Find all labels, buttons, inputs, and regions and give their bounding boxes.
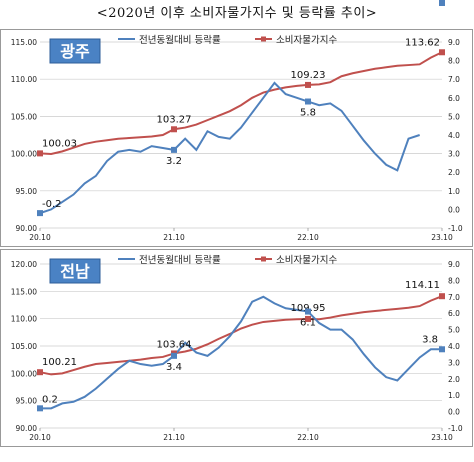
left-tick-label: 95.00 xyxy=(16,187,38,196)
cpi-marker xyxy=(305,81,311,88)
x-tick-label: 23.10 xyxy=(431,433,453,442)
chart-panel-jeonnam: 90.00 95.00 100.00 105.00 110.00 115.00 120.00… xyxy=(0,249,473,447)
left-tick-label: 115.00 xyxy=(11,287,37,296)
cpi-data-label: 109.95 xyxy=(291,303,326,314)
region-badge-label: 전남 xyxy=(60,262,90,281)
right-tick-label: 9.0 xyxy=(448,38,460,47)
right-tick-label: 6.0 xyxy=(448,309,460,318)
x-tick-label: 21.10 xyxy=(163,433,185,442)
rate-marker xyxy=(171,352,177,359)
chart-panel-gwangju: 90.00 95.00 100.00 105.00 110.00 115.00 -1.0 0.… xyxy=(0,0,473,247)
right-tick-label: -1.0 xyxy=(448,224,463,233)
right-tick-label: 4.0 xyxy=(448,131,460,140)
rate-data-label: 3.2 xyxy=(166,156,182,167)
legend-cpi-label: 소비자물가지수 xyxy=(276,255,337,266)
cpi-data-label: 103.64 xyxy=(157,339,192,350)
cpi-marker xyxy=(439,49,445,56)
right-tick-label: 7.0 xyxy=(448,293,460,302)
legend-cpi-marker xyxy=(261,256,266,262)
right-tick-label: 0.0 xyxy=(448,408,460,417)
cpi-data-label: 100.03 xyxy=(42,138,77,149)
right-tick-label: 8.0 xyxy=(448,57,460,66)
rate-marker xyxy=(439,346,445,353)
legend-cpi-label: 소비자물가지수 xyxy=(276,35,337,46)
right-tick-label: 7.0 xyxy=(448,75,460,84)
cpi-data-label: 109.23 xyxy=(291,70,326,81)
x-tick-label: 20.10 xyxy=(29,433,51,442)
left-tick-label: 90.00 xyxy=(16,424,38,433)
cpi-data-label: 103.27 xyxy=(157,114,192,125)
rate-line xyxy=(40,295,442,410)
rate-data-label: 4.0 xyxy=(422,0,438,3)
left-tick-label: 105.00 xyxy=(11,342,37,351)
right-tick-label: 4.0 xyxy=(448,342,460,351)
right-tick-label: 0.0 xyxy=(448,205,460,214)
x-tick-label: 23.10 xyxy=(431,233,453,242)
left-tick-label: 95.00 xyxy=(16,397,38,406)
left-tick-label: 100.00 xyxy=(11,369,37,378)
cpi-data-label: 100.21 xyxy=(42,357,77,368)
rate-data-label: 3.4 xyxy=(166,362,182,373)
right-tick-label: 5.0 xyxy=(448,112,460,121)
left-tick-label: 110.00 xyxy=(11,315,37,324)
left-tick-label: 110.00 xyxy=(11,75,37,84)
cpi-marker xyxy=(171,126,177,133)
rate-marker xyxy=(37,405,43,412)
right-tick-label: 9.0 xyxy=(448,260,460,269)
cpi-marker xyxy=(305,315,311,322)
left-tick-label: 90.00 xyxy=(16,224,38,233)
right-tick-label: 6.0 xyxy=(448,94,460,103)
right-tick-label: 2.0 xyxy=(448,375,460,384)
right-tick-label: 2.0 xyxy=(448,168,460,177)
x-tick-label: 20.10 xyxy=(29,233,51,242)
rate-line xyxy=(39,81,420,215)
legend-cpi-marker xyxy=(261,36,266,42)
right-tick-label: 3.0 xyxy=(448,150,460,159)
page-title: <2020년 이후 소비자물가지수 및 등락률 추이> xyxy=(96,6,378,21)
cpi-line xyxy=(39,295,443,376)
right-tick-label: 3.0 xyxy=(448,358,460,367)
left-tick-label: 115.00 xyxy=(11,38,37,47)
rate-data-label: 5.8 xyxy=(300,108,316,119)
rate-marker xyxy=(305,308,311,315)
region-badge-label: 광주 xyxy=(60,42,90,61)
right-tick-label: -1.0 xyxy=(448,424,463,433)
chart-frame xyxy=(0,29,473,247)
right-tick-label: 1.0 xyxy=(448,391,460,400)
cpi-marker xyxy=(37,369,43,376)
rate-data-label: 0.2 xyxy=(42,394,58,405)
region-badge xyxy=(49,258,101,284)
left-tick-label: 120.00 xyxy=(11,260,37,269)
rate-marker xyxy=(171,146,177,153)
cpi-marker xyxy=(439,293,445,300)
rate-marker xyxy=(439,0,445,6)
legend-rate-label: 전년동월대비 등락률 xyxy=(139,34,221,46)
cpi-marker xyxy=(37,150,43,157)
x-tick-label: 22.10 xyxy=(297,433,319,442)
rate-data-label: 3.8 xyxy=(422,334,438,345)
left-tick-label: 100.00 xyxy=(11,150,37,159)
cpi-data-label: 113.62 xyxy=(405,37,440,48)
rate-marker xyxy=(305,98,311,105)
left-tick-label: 105.00 xyxy=(11,112,37,121)
region-badge xyxy=(49,38,101,64)
rate-data-label: 6.1 xyxy=(300,318,316,329)
legend-rate-label: 전년동월대비 등락률 xyxy=(139,254,221,266)
x-tick-label: 21.10 xyxy=(163,233,185,242)
cpi-line xyxy=(39,51,443,155)
rate-marker xyxy=(37,210,43,217)
cpi-data-label: 114.11 xyxy=(405,280,440,291)
right-tick-label: 5.0 xyxy=(448,326,460,335)
right-tick-label: 8.0 xyxy=(448,276,460,285)
right-tick-label: 1.0 xyxy=(448,187,460,196)
rate-data-label: -0.2 xyxy=(42,199,62,210)
x-tick-label: 22.10 xyxy=(297,233,319,242)
chart-frame xyxy=(0,249,473,447)
